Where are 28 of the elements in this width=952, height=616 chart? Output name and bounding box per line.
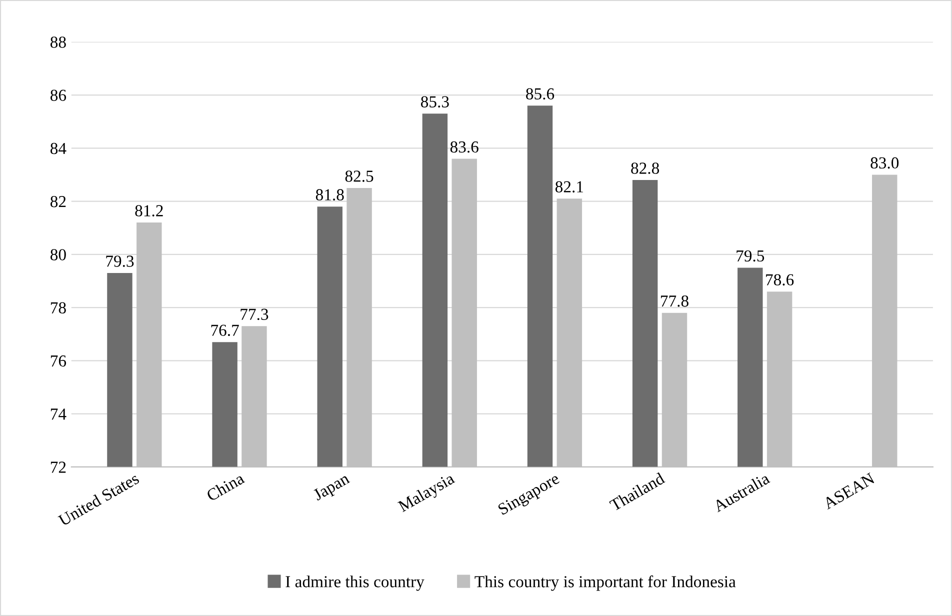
y-tick-label: 86 (50, 90, 66, 101)
data-label: 85.6 (526, 88, 554, 100)
data-label: 83.6 (450, 141, 478, 153)
legend-label: This country is important for Indonesia (474, 575, 736, 591)
data-label: 77.8 (661, 295, 688, 307)
y-tick-label: 84 (50, 142, 66, 154)
data-label: 83.0 (870, 157, 899, 169)
y-tick-label: 72 (50, 462, 66, 473)
y-tick-label: 76 (50, 355, 66, 367)
y-tick-label: 74 (50, 408, 66, 420)
data-label: 82.1 (555, 181, 584, 193)
legend-label: I admire this country (286, 576, 424, 591)
y-tick-label: 88 (50, 36, 66, 48)
data-label: 85.3 (420, 96, 449, 108)
x-tick-label: China (206, 472, 246, 502)
x-tick-label: Japan (312, 472, 352, 504)
data-label: 82.5 (345, 170, 374, 182)
data-label: 79.3 (106, 256, 134, 267)
data-label: 81.2 (135, 205, 163, 216)
data-label: 81.8 (316, 189, 344, 200)
data-label: 76.7 (211, 324, 239, 336)
y-tick-label: 80 (50, 249, 66, 260)
data-label: 78.6 (766, 274, 794, 286)
data-label: 82.8 (631, 162, 660, 174)
data-label: 77.3 (240, 308, 268, 320)
data-label: 79.5 (736, 250, 764, 262)
y-tick-label: 78 (50, 302, 66, 314)
y-tick-label: 82 (50, 196, 66, 208)
